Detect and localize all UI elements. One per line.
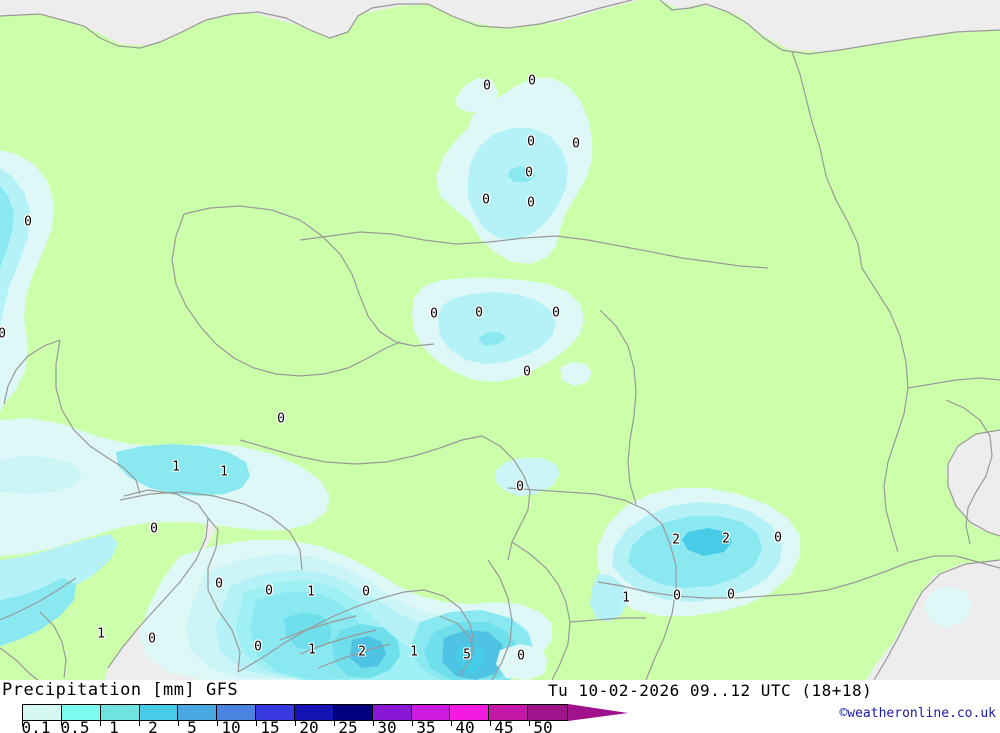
scale-tick — [295, 721, 296, 726]
contour-value-label: 5 — [463, 647, 471, 663]
contour-value-label: 0 — [277, 411, 285, 427]
scale-swatch — [528, 705, 568, 720]
scale-tick-label: 25 — [338, 718, 358, 733]
legend-title: Precipitation [mm] GFS — [2, 680, 239, 700]
scale-tick — [22, 721, 23, 726]
contour-value-label: 0 — [254, 639, 262, 655]
scale-tick — [61, 721, 62, 726]
contour-value-label: 0 — [525, 165, 533, 181]
color-scale-bar — [22, 704, 568, 721]
contour-value-label: 0 — [215, 576, 223, 592]
contour-value-label: 1 — [220, 464, 228, 480]
scale-tick-label: 15 — [260, 718, 280, 733]
contour-value-label: 0 — [483, 78, 491, 94]
contour-value-label: 1 — [622, 590, 630, 606]
contour-value-label: 0 — [475, 305, 483, 321]
contour-value-label: 0 — [430, 306, 438, 322]
scale-tick-label: 2 — [148, 718, 158, 733]
scale-tick — [178, 721, 179, 726]
scale-tick-label: 0.1 — [21, 718, 51, 733]
scale-swatch — [489, 705, 529, 720]
contour-value-label: 2 — [722, 531, 730, 547]
scale-swatch — [295, 705, 334, 720]
scale-swatch — [139, 705, 179, 720]
scale-swatch — [256, 705, 296, 720]
precip-region-balkans — [140, 540, 552, 680]
contour-value-label: 0 — [572, 136, 580, 152]
scale-tick — [490, 721, 491, 726]
scale-tick-label: 50 — [533, 718, 553, 733]
scale-tick-label: 30 — [377, 718, 397, 733]
scale-swatch — [333, 705, 373, 720]
copyright-notice: ©weatheronline.co.uk — [839, 706, 996, 721]
contour-value-label: 0 — [148, 631, 156, 647]
contour-value-label: 0 — [774, 530, 782, 546]
precip-region-west — [0, 150, 54, 412]
contour-value-label: 0 — [517, 648, 525, 664]
scale-tick — [529, 721, 530, 726]
scale-swatch — [372, 705, 412, 720]
scale-tick — [256, 721, 257, 726]
scale-swatch — [100, 705, 140, 720]
scale-swatch — [217, 705, 257, 720]
contour-value-label: 0 — [552, 305, 560, 321]
contour-value-label: 0 — [482, 192, 490, 208]
scale-tick — [373, 721, 374, 726]
scale-tick-label: 20 — [299, 718, 319, 733]
scale-overflow-arrow — [568, 704, 628, 721]
contour-value-label: 0 — [527, 134, 535, 150]
precip-region-central — [412, 278, 592, 496]
contour-value-label: 0 — [265, 583, 273, 599]
scale-swatch — [178, 705, 218, 720]
precip-region-romania — [590, 488, 800, 622]
contour-value-label: 0 — [727, 587, 735, 603]
scale-swatch — [61, 705, 101, 720]
contour-value-label: 1 — [307, 584, 315, 600]
country-borders — [0, 0, 1000, 680]
contour-value-label: 0 — [516, 479, 524, 495]
contour-value-label: 0 — [523, 364, 531, 380]
contour-value-label: 0 — [527, 195, 535, 211]
contour-value-label: 0 — [24, 214, 32, 230]
scale-tick — [217, 721, 218, 726]
contour-value-label: 1 — [97, 626, 105, 642]
scale-tick-labels: 0.1 0.5 1 2 5 10 15 20 25 30 35 40 45 50 — [0, 720, 1000, 733]
scale-tick — [139, 721, 140, 726]
forecast-timestamp: Tu 10-02-2026 09..12 UTC (18+18) — [548, 681, 873, 700]
scale-tick-label: 45 — [494, 718, 514, 733]
scale-tick-label: 0.5 — [60, 718, 90, 733]
precip-region-alps — [0, 418, 330, 646]
scale-tick-label: 5 — [187, 718, 197, 733]
precip-region-poland — [436, 78, 592, 264]
contour-value-label: 1 — [172, 459, 180, 475]
scale-swatch — [23, 705, 62, 720]
scale-tick-label: 35 — [416, 718, 436, 733]
scale-ticks — [0, 721, 1000, 733]
contour-value-label: 0 — [673, 588, 681, 604]
scale-tick — [334, 721, 335, 726]
contour-value-label: 0 — [528, 73, 536, 89]
scale-swatch — [450, 705, 490, 720]
contour-value-label: 1 — [308, 642, 316, 658]
legend-panel: Precipitation [mm] GFS Tu 10-02-2026 09.… — [0, 680, 1000, 733]
contour-value-label: 0 — [0, 326, 6, 342]
scale-tick-label: 40 — [455, 718, 475, 733]
scale-tick — [412, 721, 413, 726]
contour-value-label: 0 — [150, 521, 158, 537]
scale-tick-label: 10 — [221, 718, 241, 733]
scale-tick-label: 1 — [109, 718, 119, 733]
contour-value-label: 2 — [358, 644, 366, 660]
map-graphics — [0, 0, 1000, 680]
contour-value-label: 0 — [362, 584, 370, 600]
scale-tick — [100, 721, 101, 726]
scale-tick — [451, 721, 452, 726]
contour-value-label: 2 — [672, 532, 680, 548]
scale-swatch — [411, 705, 451, 720]
precipitation-map[interactable]: 0 0 0 0 0 0 0 0 0 0 0 0 0 0 1 1 0 0 0 0 1 0 0 1 2 1 5 0 1 0 2 2 0 1 0 0 — [0, 0, 1000, 680]
contour-value-label: 1 — [410, 644, 418, 660]
precip-region-blacksea-coast — [924, 586, 972, 628]
